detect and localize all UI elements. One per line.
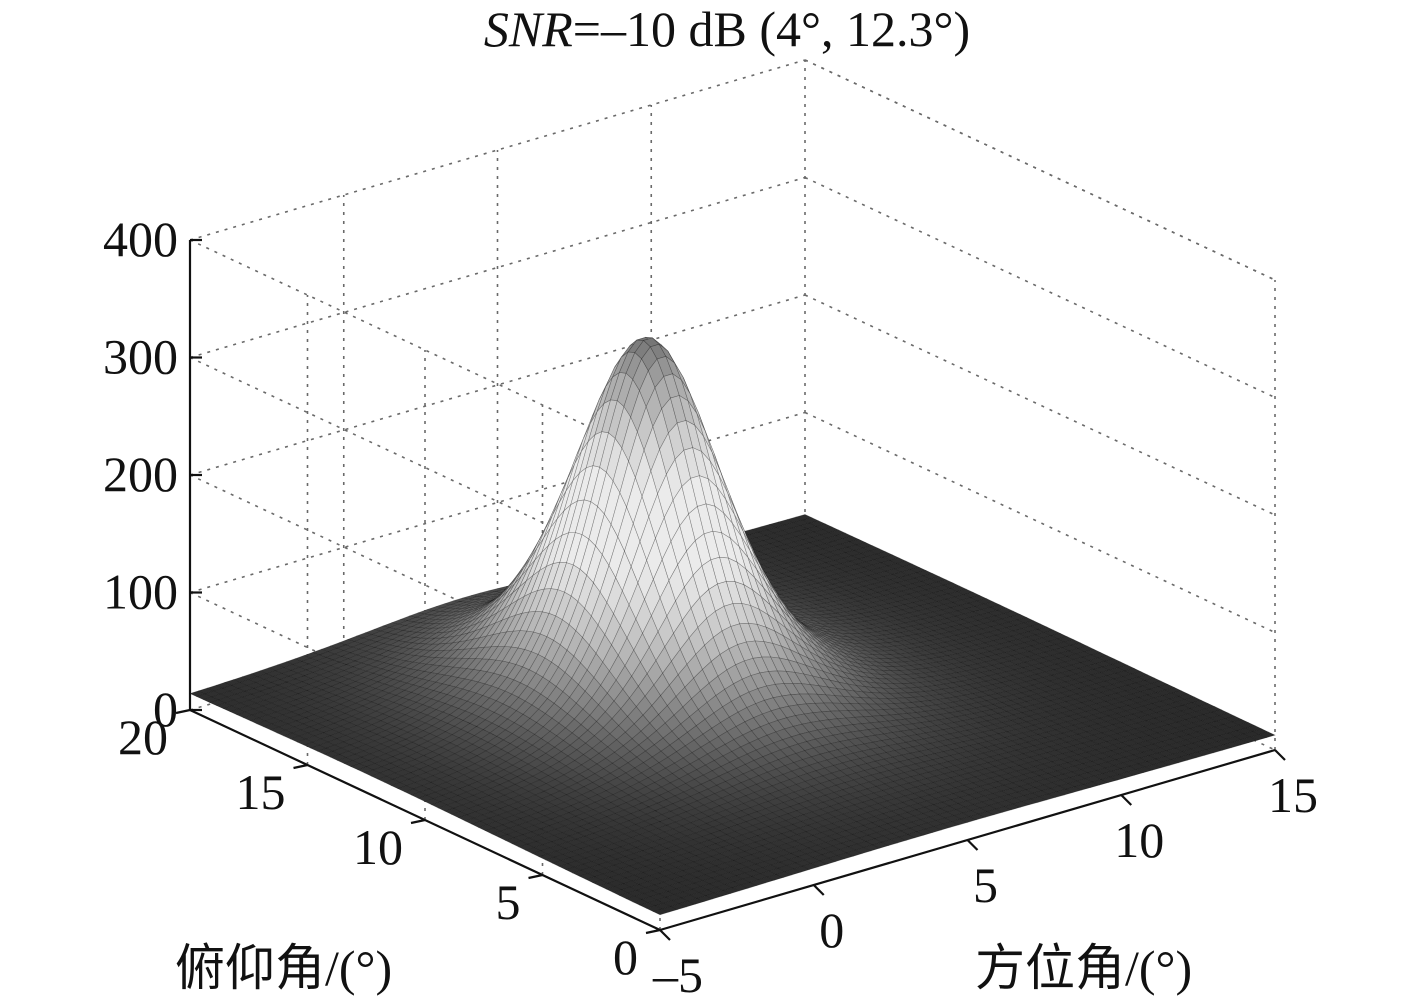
x-axis-label: 方位角/(°) xyxy=(975,940,1192,996)
y-tick-mark xyxy=(528,873,543,880)
z-tick-label: 300 xyxy=(103,329,178,385)
surface-cell xyxy=(882,554,900,561)
surface-cell xyxy=(889,557,907,564)
surface-cell xyxy=(828,529,847,536)
y-axis-label: 俯仰角/(°) xyxy=(175,940,392,996)
x-tick-label: 10 xyxy=(1114,812,1164,868)
grid-line xyxy=(189,239,661,461)
z-tick-label: 200 xyxy=(103,446,178,502)
grid-line xyxy=(804,411,1276,634)
x-tick-label: 5 xyxy=(973,857,998,913)
axes xyxy=(175,238,1286,941)
grid-line xyxy=(804,59,1276,281)
x-tick-mark xyxy=(966,839,979,851)
y-tick-label: 5 xyxy=(496,874,521,930)
y-tick-label: 0 xyxy=(613,929,638,985)
x-tick-mark xyxy=(1274,749,1286,761)
surface-cell xyxy=(875,551,894,558)
x-tick-mark xyxy=(812,884,825,896)
x-tick-label: 0 xyxy=(819,902,844,958)
grid-line xyxy=(804,294,1276,516)
title-rest: =–10 dB (4°, 12.3°) xyxy=(573,1,970,57)
surface-cell xyxy=(802,517,820,524)
surface-cell xyxy=(862,545,880,552)
y-tick-label: 20 xyxy=(118,709,168,765)
surface-cell xyxy=(869,548,887,555)
surface xyxy=(189,336,1276,916)
surface-cell xyxy=(822,526,840,533)
z-tick-label: 100 xyxy=(103,564,178,620)
grid-line xyxy=(804,176,1276,399)
x-tick-label: 15 xyxy=(1268,767,1318,823)
surface-cell xyxy=(855,542,873,549)
y-tick-mark xyxy=(410,818,426,825)
surface-cell xyxy=(835,532,853,539)
chart-title: SNR=–10 dB (4°, 12.3°) xyxy=(484,1,970,57)
surface-cell xyxy=(815,523,833,530)
x-tick-mark xyxy=(1120,794,1133,806)
y-tick-mark xyxy=(293,763,308,770)
y-tick-label: 15 xyxy=(236,764,286,820)
y-tick-mark xyxy=(645,928,661,935)
y-tick-label: 10 xyxy=(353,819,403,875)
z-tick-label: 400 xyxy=(103,211,178,267)
surface-cell xyxy=(808,520,826,527)
surface-cell xyxy=(842,535,860,543)
surface-cell xyxy=(795,514,813,521)
x-tick-mark xyxy=(659,929,671,941)
title-snr: SNR xyxy=(484,1,573,57)
x-tick-label: –5 xyxy=(652,947,703,1003)
y-tick-mark xyxy=(175,708,191,715)
